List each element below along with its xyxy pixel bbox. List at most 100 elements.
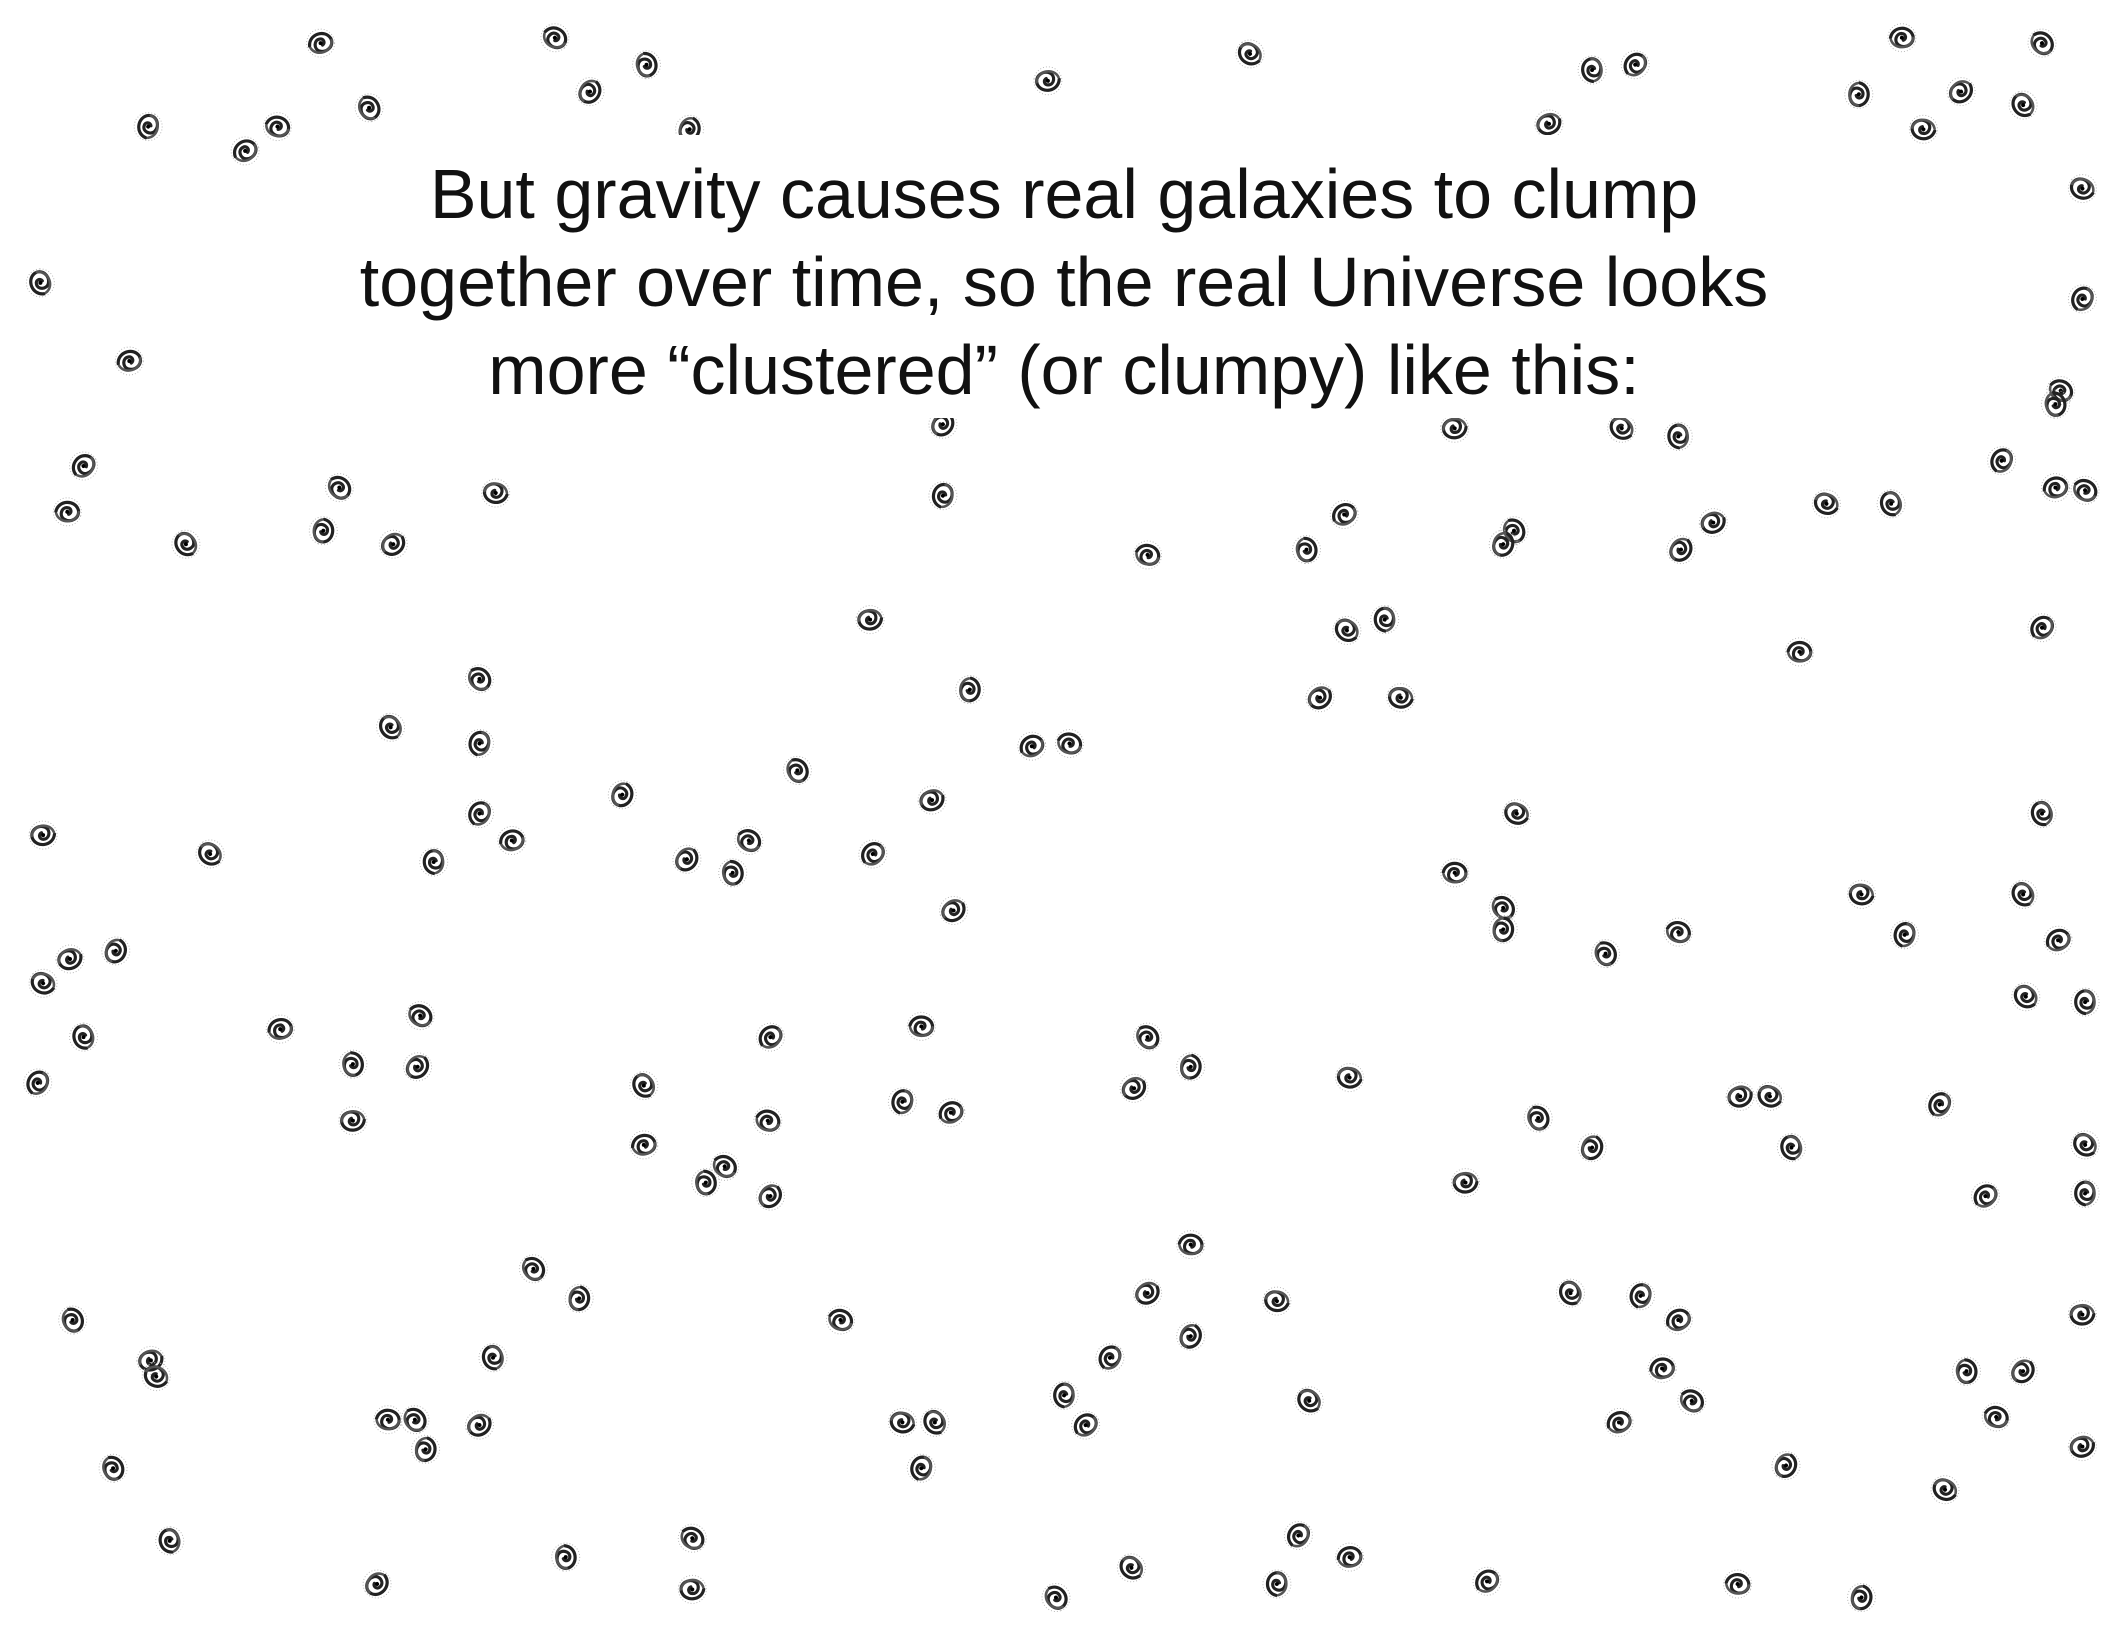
galaxy-icon: [2066, 1430, 2099, 1463]
galaxy-icon: [533, 16, 577, 60]
galaxy-icon: [2038, 387, 2073, 421]
galaxy-icon: [1903, 109, 1944, 150]
galaxy-icon: [1329, 1057, 1371, 1099]
galaxy-icon: [1288, 1380, 1330, 1422]
galaxy-icon: [900, 1447, 943, 1490]
galaxy-icon: [395, 1400, 435, 1440]
galaxy-icon: [1941, 71, 1982, 112]
galaxy-icon: [881, 1401, 924, 1444]
galaxy-icon: [67, 1021, 100, 1053]
galaxy-icon: [1114, 1068, 1154, 1108]
galaxy-icon: [1447, 1164, 1484, 1201]
galaxy-icon: [2063, 1296, 2101, 1334]
galaxy-icon: [458, 722, 501, 765]
galaxy-icon: [2039, 921, 2077, 959]
galaxy-icon: [627, 1128, 661, 1162]
galaxy-icon: [356, 1563, 398, 1605]
galaxy-icon: [1277, 1514, 1320, 1557]
galaxy-icon: [1520, 1100, 1556, 1136]
galaxy-icon: [1573, 51, 1611, 89]
galaxy-icon: [2061, 277, 2104, 321]
galaxy-icon: [334, 1102, 372, 1139]
galaxy-icon: [513, 1248, 554, 1289]
galaxy-icon: [1948, 1353, 1985, 1390]
galaxy-icon: [1570, 1126, 1614, 1169]
galaxy-icon: [2004, 975, 2047, 1018]
galaxy-icon: [351, 89, 388, 126]
galaxy-icon: [1531, 106, 1567, 142]
galaxy-icon: [53, 942, 87, 976]
galaxy-icon: [1170, 1046, 1211, 1087]
galaxy-icon: [16, 1061, 60, 1105]
galaxy-icon: [414, 843, 453, 881]
galaxy-icon: [901, 1006, 941, 1046]
galaxy-icon: [1614, 43, 1657, 86]
galaxy-icon: [1748, 1075, 1792, 1118]
galaxy-icon: [568, 70, 612, 113]
galaxy-icon: [1780, 632, 1819, 672]
galaxy-icon: [915, 783, 949, 817]
galaxy-icon: [665, 838, 709, 881]
galaxy-icon: [113, 345, 146, 377]
galaxy-icon: [1918, 1083, 1961, 1126]
galaxy-icon: [2002, 1350, 2045, 1393]
galaxy-icon: [1110, 1547, 1152, 1589]
galaxy-icon: [949, 669, 990, 710]
galaxy-icon: [749, 1016, 791, 1058]
galaxy-icon: [746, 1099, 789, 1142]
galaxy-icon: [558, 1278, 600, 1319]
galaxy-icon: [1036, 1577, 1076, 1618]
galaxy-icon: [1974, 1395, 2018, 1439]
galaxy-icon: [1126, 533, 1169, 576]
galaxy-icon: [1325, 495, 1363, 534]
galaxy-icon: [96, 1451, 130, 1485]
galaxy-icon: [1088, 1336, 1132, 1380]
galaxy-icon: [1645, 1351, 1680, 1386]
galaxy-icon: [2066, 1174, 2105, 1213]
galaxy-icon: [1723, 1080, 1757, 1113]
galaxy-icon: [1659, 528, 1703, 571]
galaxy-icon: [1030, 63, 1066, 99]
galaxy-icon: [1366, 601, 1404, 639]
galaxy-icon: [1965, 1175, 2006, 1217]
galaxy-icon: [1923, 1468, 1967, 1512]
galaxy-icon: [1127, 1017, 1168, 1058]
galaxy-icon: [852, 601, 888, 638]
caption-line: more “clustered” (or clumpy) like this:: [488, 331, 1639, 409]
galaxy-icon: [55, 1303, 90, 1337]
galaxy-icon: [1882, 18, 1921, 57]
galaxy-icon: [601, 773, 644, 816]
galaxy-icon: [547, 1539, 584, 1576]
galaxy-icon: [48, 492, 87, 531]
galaxy-icon: [1128, 1273, 1167, 1313]
galaxy-icon: [1696, 505, 1731, 540]
galaxy-icon: [2061, 167, 2104, 210]
galaxy-icon: [916, 1404, 954, 1441]
galaxy-icon: [2003, 85, 2043, 125]
galaxy-icon: [1289, 532, 1324, 567]
galaxy-icon: [1875, 487, 1908, 520]
galaxy-icon: [263, 1012, 297, 1046]
galaxy-icon: [458, 792, 501, 835]
galaxy-icon: [371, 708, 410, 747]
galaxy-icon: [932, 1094, 969, 1131]
galaxy-icon: [1325, 609, 1368, 652]
galaxy-icon: [2039, 471, 2072, 504]
galaxy-icon: [852, 833, 894, 875]
galaxy-icon: [2064, 1124, 2106, 1166]
galaxy-icon: [476, 1341, 510, 1374]
galaxy-icon: [460, 1406, 499, 1445]
galaxy-icon: [319, 467, 360, 508]
galaxy-icon: [1228, 32, 1272, 75]
galaxy-icon: [127, 106, 169, 148]
galaxy-icon: [373, 524, 414, 565]
galaxy-icon: [1483, 887, 1524, 928]
galaxy-icon: [1300, 678, 1340, 718]
galaxy-icon: [671, 1517, 714, 1560]
caption-line: But gravity causes real galaxies to clum…: [430, 155, 1698, 233]
galaxy-icon: [2004, 875, 2043, 914]
galaxy-icon: [1380, 677, 1422, 719]
galaxy-icon: [396, 1045, 439, 1088]
galaxy-icon: [303, 511, 343, 551]
